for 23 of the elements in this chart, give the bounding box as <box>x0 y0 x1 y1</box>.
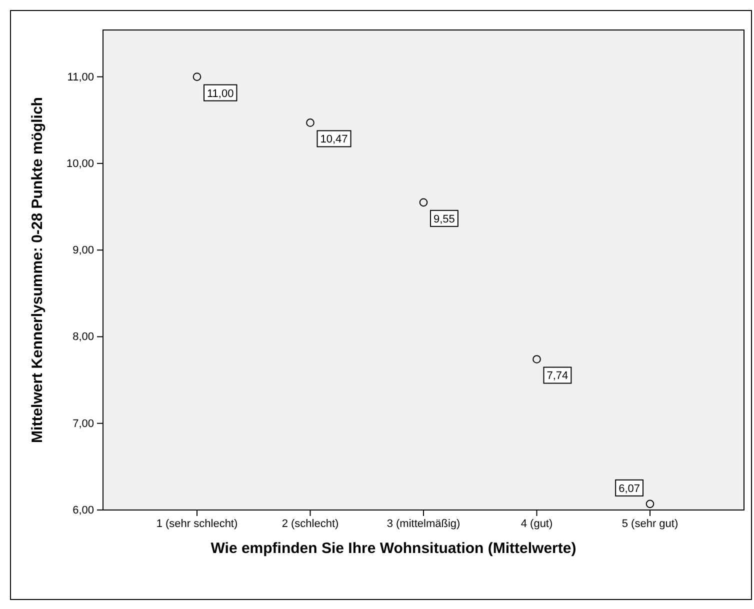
point <box>419 198 428 207</box>
x-tick-label: 1 (sehr schlecht) <box>156 518 238 530</box>
data-label: 11,00 <box>207 88 234 100</box>
y-tick-label: 8,00 <box>72 331 94 344</box>
y-tick-label: 6,00 <box>72 504 94 517</box>
y-tick-label: 9,00 <box>72 244 94 257</box>
y-tick-label: 10,00 <box>66 158 94 170</box>
point <box>532 355 541 364</box>
x-tick-label: 5 (sehr gut) <box>622 518 678 530</box>
x-tick-label: 3 (mittelmäßig) <box>386 518 460 530</box>
y-axis-title: Mittelwert Kennerlysumme: 0-28 Punkte möglich <box>29 97 46 443</box>
point <box>192 72 202 81</box>
y-tick-label: 11,00 <box>67 71 94 84</box>
data-label: 9,55 <box>434 213 455 226</box>
data-label: 7,74 <box>546 370 568 382</box>
point <box>306 118 314 127</box>
x-tick-label: 2 (schlecht) <box>282 518 339 530</box>
x-tick-label: 4 (gut) <box>520 518 553 530</box>
point <box>646 500 654 508</box>
y-tick-label: 7,00 <box>72 418 94 430</box>
x-axis-title: Wie empfinden Sie Ihre Wohnsituation (Mittelwerte) <box>210 540 576 557</box>
data-label: 10,47 <box>320 134 348 146</box>
data-label: 6,07 <box>618 482 640 495</box>
